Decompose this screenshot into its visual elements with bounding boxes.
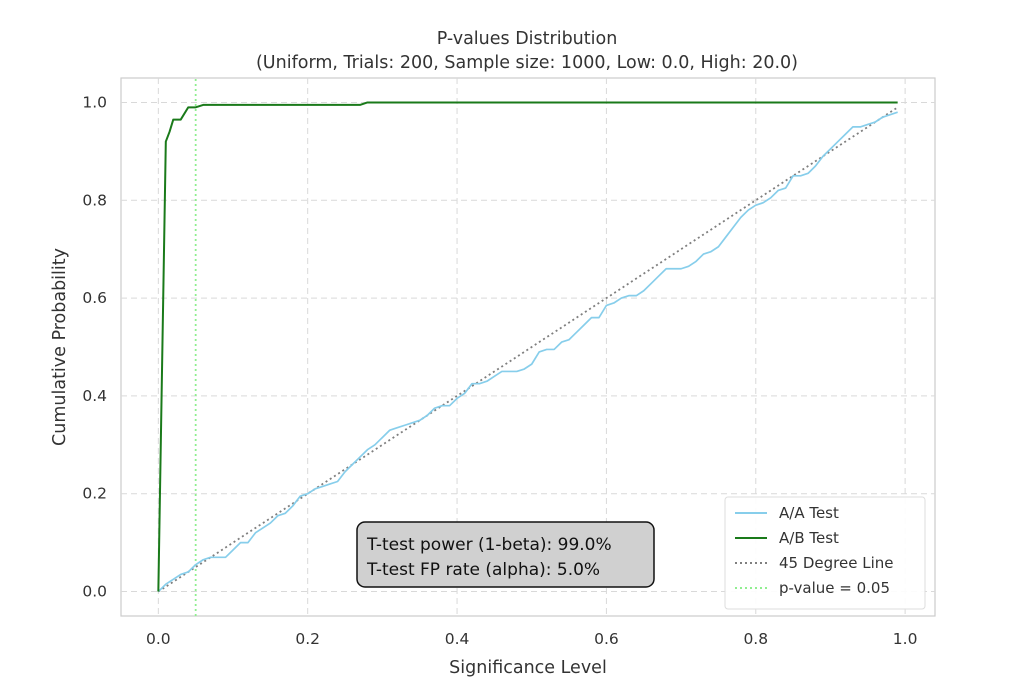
legend-item-pvalue: p-value = 0.05 [735,579,890,597]
y-tick-label: 0.8 [82,191,107,209]
tick-labels: 0.0 0.2 0.4 0.6 0.8 1.0 0.0 0.2 0.4 0.6 0.8 1.0 [82,93,917,648]
annotation-power: T-test power (1-beta): 99.0% [366,535,612,555]
y-tick-label: 0.0 [82,583,107,601]
legend-item-ab: A/B Test [735,529,839,547]
y-axis-label: Cumulative Probability [50,248,70,446]
legend-label: p-value = 0.05 [779,579,890,597]
x-tick-label: 1.0 [893,630,918,648]
legend-label: A/A Test [779,504,839,522]
grid [121,78,935,616]
legend: A/A Test A/B Test 45 Degree Line p-value = … [724,496,926,610]
chart-subtitle: (Uniform, Trials: 200, Sample size: 1000… [256,53,798,73]
x-tick-label: 0.0 [146,630,171,648]
legend-item-diagonal: 45 Degree Line [735,554,893,572]
ab-test-line [157,101,898,592]
legend-label: 45 Degree Line [779,554,893,572]
legend-item-aa: A/A Test [735,504,839,522]
x-axis-label: Significance Level [449,658,607,678]
x-tick-label: 0.2 [295,630,320,648]
diagonal-reference-line [157,106,899,593]
x-tick-label: 0.8 [743,630,768,648]
aa-test-line [157,111,898,593]
annotation-fp-rate: T-test FP rate (alpha): 5.0% [366,560,600,580]
x-tick-label: 0.4 [445,630,470,648]
y-tick-label: 0.4 [82,387,107,405]
x-tick-label: 0.6 [594,630,619,648]
chart-title: P-values Distribution [437,29,618,49]
y-tick-label: 1.0 [82,93,107,111]
annotation-box: T-test power (1-beta): 99.0% T-test FP r… [356,521,655,588]
y-tick-label: 0.6 [82,289,107,307]
series-layer [157,78,899,616]
legend-label: A/B Test [779,529,839,547]
y-tick-label: 0.2 [82,485,107,503]
